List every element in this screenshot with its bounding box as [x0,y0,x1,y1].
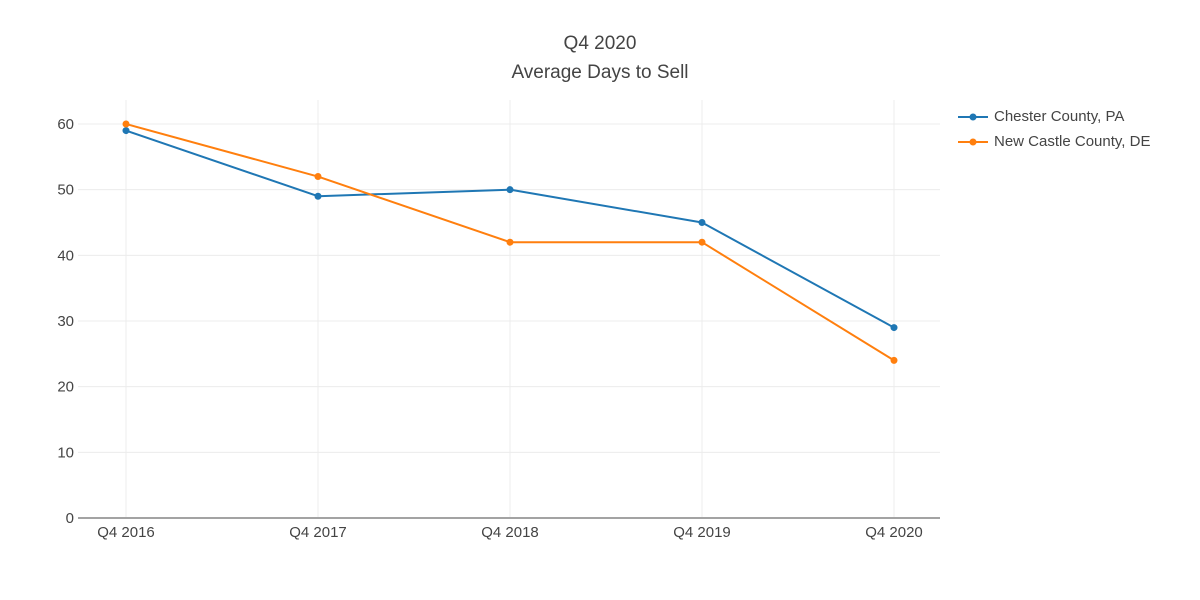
y-gridlines [78,123,940,453]
legend: Chester County, PA New Castle County, DE [958,104,1150,154]
legend-line-dot-icon [958,138,988,145]
y-tick-label: 20 [57,379,74,396]
series-markers-new-castle-county-de [122,120,898,364]
x-axis-tick-labels: Q4 2016 Q4 2017 Q4 2018 Q4 2019 Q4 2020 [97,524,923,541]
legend-label: Chester County, PA [994,108,1125,125]
x-tick-label: Q4 2018 [481,524,539,541]
y-tick-label: 60 [57,116,74,133]
x-tick-label: Q4 2016 [97,524,155,541]
legend-label: New Castle County, DE [994,133,1151,150]
data-point-marker [698,238,706,246]
y-tick-label: 0 [66,510,74,527]
x-tick-label: Q4 2019 [673,524,731,541]
data-point-marker [314,173,322,181]
chart-title: Q4 2020 Average Days to Sell [0,29,1200,87]
data-point-marker [314,192,322,200]
series-markers-chester-county-pa [122,127,898,332]
y-axis-tick-labels: 0 10 20 30 40 50 60 [57,116,74,527]
y-tick-label: 30 [57,313,74,330]
x-tick-label: Q4 2020 [865,524,923,541]
data-point-marker [506,238,514,246]
data-point-marker [890,356,898,364]
y-tick-label: 50 [57,182,74,199]
chart-title-line2: Average Days to Sell [511,62,689,83]
data-point-marker [506,186,514,194]
y-tick-label: 10 [57,444,74,461]
data-point-marker [698,219,706,226]
legend-item-new-castle-county-de[interactable]: New Castle County, DE [958,129,1150,154]
data-point-marker [122,120,130,128]
data-point-marker [122,127,130,135]
legend-item-chester-county-pa[interactable]: Chester County, PA [958,104,1150,129]
y-tick-label: 40 [57,247,74,264]
legend-line-dot-icon [958,113,988,120]
data-point-marker [890,324,898,332]
x-tick-label: Q4 2017 [289,524,347,541]
x-gridlines [125,100,895,518]
chart-title-line1: Q4 2020 [563,33,637,54]
